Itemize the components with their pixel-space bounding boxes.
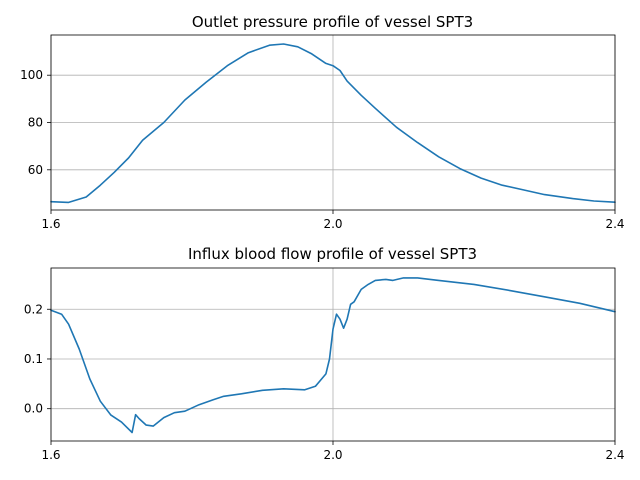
y-tick-label: 0.1 (24, 352, 43, 366)
grid (50, 35, 616, 210)
series-lines (50, 43, 616, 204)
x-tick-label: 2.0 (323, 448, 342, 462)
y-tick-label: 0.0 (24, 402, 43, 416)
x-tick-label: 1.6 (41, 448, 60, 462)
ticks: 1.6 2.0 2.4 60 80 100 (20, 68, 624, 231)
flow-chart: Influx blood flow profile of vessel SPT3… (24, 245, 625, 462)
y-tick-label: 80 (28, 116, 43, 130)
x-tick-label: 2.4 (605, 448, 624, 462)
series-line (50, 277, 616, 434)
series-line (50, 43, 616, 204)
series-lines (50, 277, 616, 434)
y-tick-label: 60 (28, 163, 43, 177)
ticks: 1.6 2.0 2.4 0.0 0.1 0.2 (24, 302, 625, 462)
x-tick-label: 1.6 (41, 217, 60, 231)
y-tick-label: 100 (20, 68, 43, 82)
chart-title: Outlet pressure profile of vessel SPT3 (192, 13, 473, 31)
pressure-chart: Outlet pressure profile of vessel SPT3 1… (20, 13, 624, 231)
x-tick-label: 2.0 (323, 217, 342, 231)
chart-title: Influx blood flow profile of vessel SPT3 (188, 245, 477, 263)
x-tick-label: 2.4 (605, 217, 624, 231)
y-tick-label: 0.2 (24, 302, 43, 316)
